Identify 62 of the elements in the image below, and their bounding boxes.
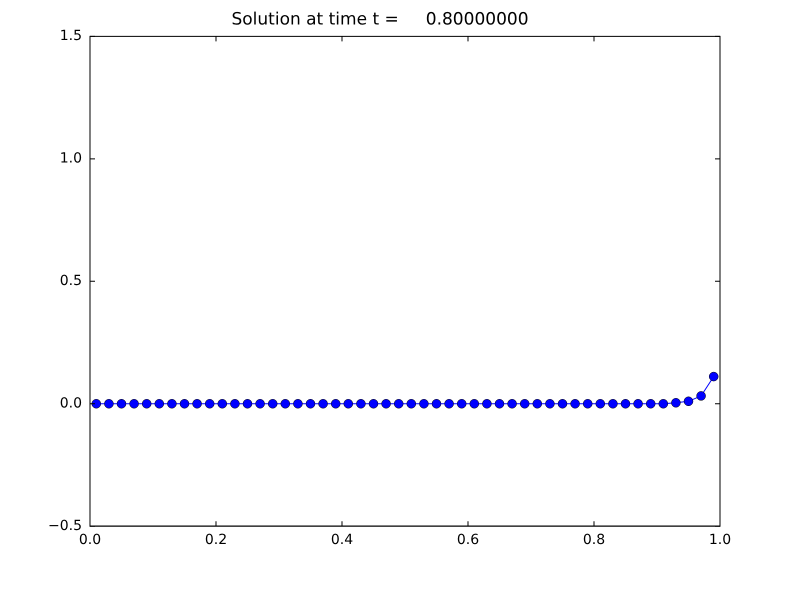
point (180, 399, 190, 408)
point (432, 399, 442, 408)
x-tick-label: 0.2 (204, 532, 228, 548)
y-tick-label: 1.5 (60, 28, 82, 44)
x-tick-label: 0.4 (330, 532, 354, 548)
point (356, 399, 366, 408)
point (406, 399, 416, 408)
point (646, 399, 656, 408)
point (558, 399, 568, 408)
point (570, 399, 580, 408)
point (268, 399, 278, 408)
x-tick-label: 1.0 (708, 532, 732, 548)
point (192, 399, 202, 408)
y-tick-label: 1.0 (60, 150, 82, 166)
point (658, 399, 668, 408)
point (368, 399, 378, 408)
point (344, 399, 354, 408)
point (419, 399, 429, 408)
point (381, 399, 391, 408)
point (129, 399, 139, 408)
point (708, 372, 718, 382)
point (394, 399, 404, 408)
point (608, 399, 618, 408)
point (582, 399, 592, 408)
point (242, 399, 252, 408)
point (204, 399, 214, 408)
point (633, 399, 643, 408)
point (671, 398, 681, 408)
point (255, 399, 265, 408)
chart-title: Solution at time t = 0.80000000 (231, 10, 529, 30)
y-tick-label: −0.5 (48, 518, 82, 534)
point (507, 399, 517, 408)
point (494, 399, 504, 408)
point (318, 399, 328, 408)
point (92, 399, 102, 408)
point (620, 399, 630, 408)
point (306, 399, 316, 408)
point (154, 399, 164, 408)
point (167, 399, 177, 408)
point (116, 399, 126, 408)
point (482, 399, 492, 408)
x-tick-label: 0.8 (582, 532, 606, 548)
point (532, 399, 542, 408)
point (684, 396, 694, 406)
y-tick-label: 0.0 (60, 395, 82, 412)
x-tick-label: 0.6 (456, 532, 480, 548)
point (280, 399, 290, 408)
point (104, 399, 114, 408)
point (520, 399, 530, 408)
y-tick-label: 0.5 (60, 272, 82, 289)
point (230, 399, 240, 408)
point (444, 399, 454, 408)
point (330, 399, 340, 408)
x-tick-label: 0.0 (78, 532, 102, 548)
point (470, 399, 480, 408)
point (142, 399, 152, 408)
point (696, 391, 706, 401)
point (293, 399, 303, 408)
point (456, 399, 466, 408)
point (596, 399, 606, 408)
point (218, 399, 228, 408)
point (545, 399, 555, 408)
